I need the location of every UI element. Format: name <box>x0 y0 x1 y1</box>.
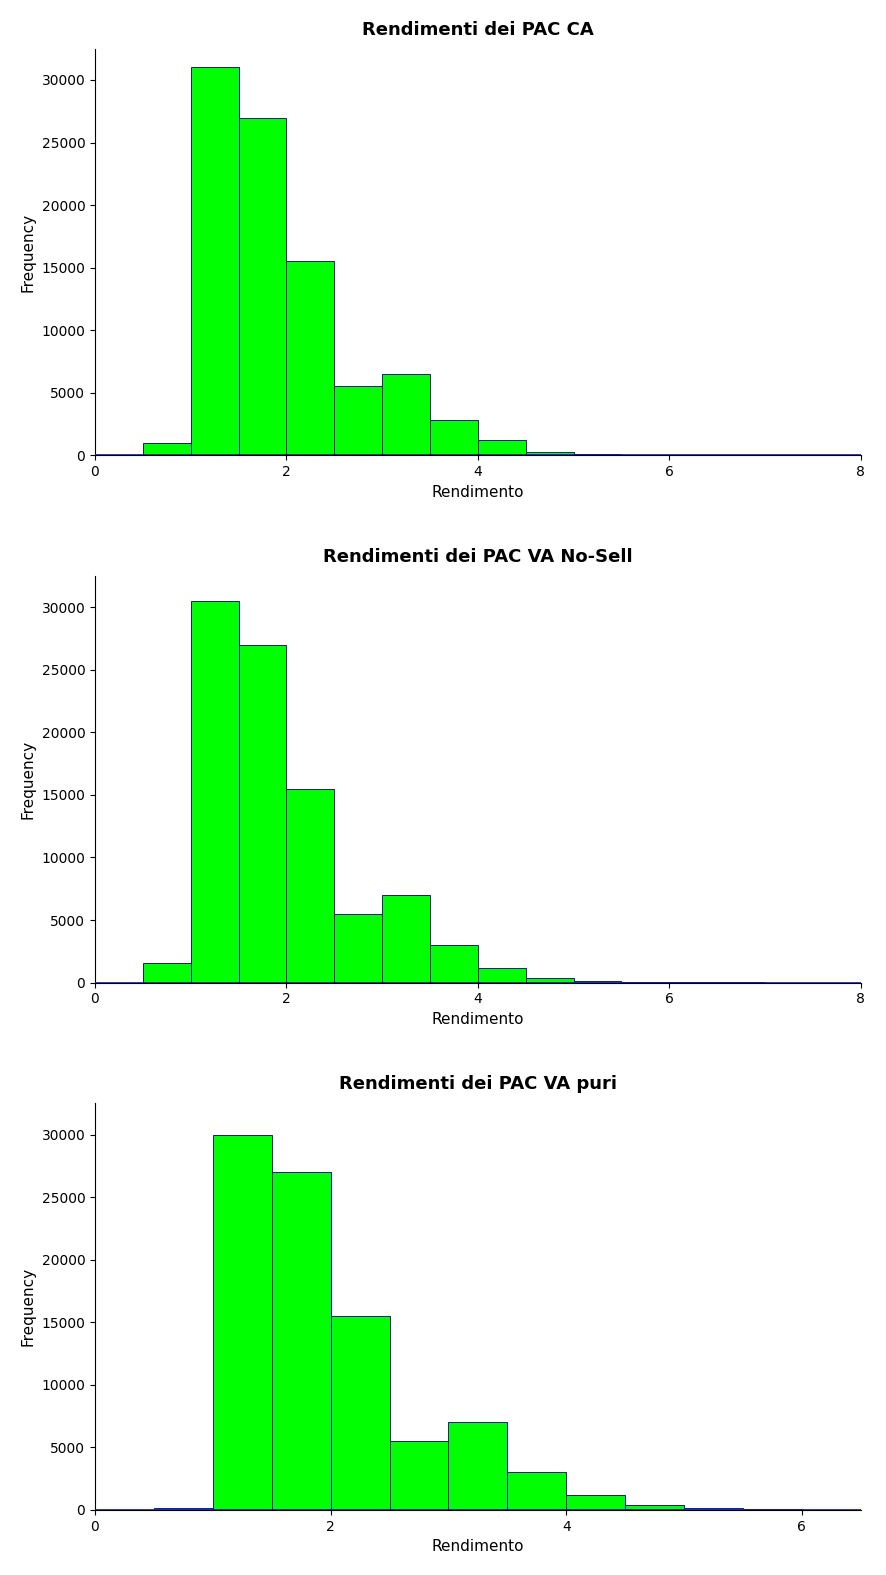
Bar <box>213 1134 272 1510</box>
Bar <box>508 1473 566 1510</box>
Bar <box>626 1504 684 1510</box>
Bar <box>238 118 286 455</box>
Y-axis label: Frequency: Frequency <box>21 1266 35 1347</box>
Bar <box>684 1507 743 1510</box>
Y-axis label: Frequency: Frequency <box>21 740 35 819</box>
Bar <box>330 1317 390 1510</box>
Bar <box>430 421 478 455</box>
Bar <box>190 68 238 455</box>
Bar <box>286 789 334 983</box>
Bar <box>382 895 430 983</box>
Bar <box>334 913 382 983</box>
Y-axis label: Frequency: Frequency <box>21 213 35 291</box>
Bar <box>272 1172 330 1510</box>
Bar <box>430 945 478 983</box>
Bar <box>286 261 334 455</box>
Bar <box>190 602 238 983</box>
Bar <box>525 452 573 455</box>
Bar <box>478 967 525 983</box>
Title: Rendimenti dei PAC VA puri: Rendimenti dei PAC VA puri <box>338 1076 617 1093</box>
X-axis label: Rendimento: Rendimento <box>431 1539 525 1555</box>
Bar <box>390 1441 448 1510</box>
Bar <box>143 962 190 983</box>
Bar <box>382 373 430 455</box>
X-axis label: Rendimento: Rendimento <box>431 1011 525 1027</box>
Bar <box>238 644 286 983</box>
Title: Rendimenti dei PAC VA No-Sell: Rendimenti dei PAC VA No-Sell <box>323 548 633 565</box>
Bar <box>448 1422 508 1510</box>
Bar <box>566 1495 626 1510</box>
Bar <box>143 443 190 455</box>
Bar <box>334 386 382 455</box>
Bar <box>478 441 525 455</box>
Title: Rendimenti dei PAC CA: Rendimenti dei PAC CA <box>362 20 594 39</box>
Bar <box>525 978 573 983</box>
X-axis label: Rendimento: Rendimento <box>431 485 525 499</box>
Bar <box>154 1507 213 1510</box>
